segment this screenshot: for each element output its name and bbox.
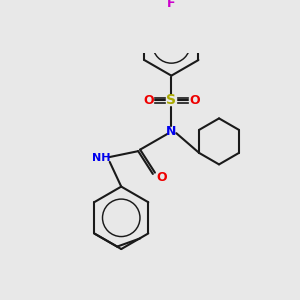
Text: O: O [143, 94, 154, 107]
Text: O: O [156, 171, 167, 184]
Text: N: N [166, 125, 177, 138]
Text: F: F [167, 0, 176, 10]
Text: NH: NH [92, 153, 111, 163]
Text: O: O [189, 94, 200, 107]
Text: S: S [167, 93, 176, 107]
